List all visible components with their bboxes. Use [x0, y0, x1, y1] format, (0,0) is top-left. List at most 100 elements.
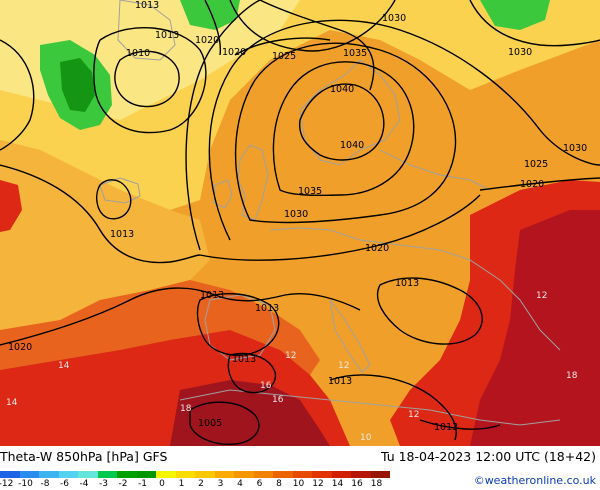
map-footer: Theta-W 850hPa [hPa] GFS Tu 18-04-2023 1…	[0, 446, 600, 490]
isobar-label: 1030	[382, 13, 406, 24]
zone-orange-west	[0, 140, 210, 330]
colorbar-swatch	[351, 471, 371, 478]
isobar-label: 1020	[195, 35, 219, 46]
isobar-label: 1010	[126, 48, 150, 59]
isobar-label: 1020	[520, 179, 544, 190]
colorbar-label: -4	[79, 479, 89, 489]
isobar-label: 1030	[284, 209, 308, 220]
isobar-label: 1035	[343, 48, 367, 59]
coast-iceland	[99, 177, 141, 204]
isobar-1035-north	[259, 0, 375, 91]
colorbar-swatch	[58, 471, 78, 478]
isobar-1025-east	[208, 19, 600, 241]
colorbar-swatch	[175, 471, 195, 478]
colorbar-swatch	[273, 471, 293, 478]
isobar-label: 1025	[524, 159, 548, 170]
isobar-1013-south	[196, 292, 280, 356]
zone-darkgreen-northwest	[60, 58, 95, 112]
colorbar-label: -2	[118, 479, 128, 489]
credit-link[interactable]: ©weatheronline.co.uk	[473, 474, 596, 487]
isobar-label: 1030	[563, 143, 587, 154]
colorbar-label: 3	[217, 479, 224, 489]
zone-green-northeast	[480, 0, 550, 30]
isobar-label: 1013	[155, 30, 179, 41]
colorbar-label: -12	[0, 479, 14, 489]
coast-baltic	[379, 149, 491, 191]
isobar-1030-ne	[469, 0, 600, 47]
colorbar-label: -1	[138, 479, 147, 489]
temperature-label: 14	[6, 398, 18, 408]
coast-britain	[237, 144, 269, 221]
isobar-label: 1040	[330, 84, 354, 95]
isobar-label: 1025	[272, 51, 296, 62]
isobar-1035-center	[272, 61, 415, 197]
colorbar-label: 0	[159, 479, 165, 489]
colorbar-swatch	[292, 471, 312, 478]
isobar-label: 1013	[395, 278, 419, 289]
isobar-1010-nw	[114, 50, 180, 108]
colorbar-label: 1	[178, 479, 185, 489]
isobar-1013-nw	[0, 39, 35, 151]
isobar-label: 1013	[110, 229, 134, 240]
zone-red-west-edge	[0, 180, 22, 232]
colorbar-label: -8	[40, 479, 50, 489]
isobar-label: 1020	[222, 47, 246, 58]
isobar-label: 1013	[232, 354, 256, 365]
colorbar-swatch	[234, 471, 254, 478]
temperature-label: 12	[408, 410, 419, 420]
isobar-label: 1035	[298, 186, 322, 197]
weather-map: 1013 1013 1010 1020 1020 1025 1035 1030 …	[0, 0, 600, 446]
colorbar-label: 12	[312, 479, 324, 489]
temperature-labels: 14 14 12 12 16 16 18 12 18 10 12	[6, 291, 578, 443]
coastlines	[99, 0, 561, 426]
isobar-1025-north	[229, 0, 396, 52]
temperature-label: 16	[260, 381, 272, 391]
colorbar-label: 6	[256, 479, 263, 489]
zone-darkred-east	[470, 210, 600, 446]
temperature-label: 12	[536, 291, 547, 301]
isobar-label: 1020	[8, 342, 32, 353]
isobar-1013-central	[96, 179, 132, 220]
isobar-1013-southeast	[329, 374, 501, 441]
isobar-label: 1020	[365, 243, 389, 254]
isobar-label: 1013	[200, 290, 224, 301]
colorbar-label: 4	[237, 479, 243, 489]
colorbar	[0, 471, 390, 478]
isobar-1020-east	[185, 0, 600, 251]
colorbar-swatch	[331, 471, 351, 478]
valid-time: Tu 18-04-2023 12:00 UTC (18+42)	[380, 449, 596, 464]
colorbar-swatch	[312, 471, 332, 478]
colorbar-label: 10	[292, 479, 305, 489]
isobar-label: 1013	[135, 0, 159, 11]
colorbar-labels: -12 -10 -8 -6 -4 -3 -2 -1 0 1 2 3 4 6 8 10 12 14 16 18	[0, 479, 390, 490]
isobar-label: 1030	[508, 47, 532, 58]
colorbar-label: -6	[60, 479, 69, 489]
colorbar-label: -3	[99, 479, 108, 489]
isobar-1013-nw-top	[93, 27, 207, 134]
colorbar-swatch	[19, 471, 39, 478]
temperature-label: 18	[566, 371, 578, 381]
colorbar-label: 14	[331, 479, 344, 489]
isobar-1030-center	[234, 42, 457, 224]
colorbar-label: 18	[370, 479, 383, 489]
colorbar-swatch	[117, 471, 137, 478]
colorbar-swatch	[156, 471, 176, 478]
isobar-1013-west	[0, 164, 201, 264]
colorbar-label: 2	[198, 479, 204, 489]
isobars	[0, 0, 600, 445]
coast-ireland	[213, 179, 233, 209]
isobar-label: 1005	[198, 418, 222, 429]
colorbar-swatch	[195, 471, 215, 478]
coast-europe	[269, 227, 561, 351]
colorbar-swatch	[39, 471, 59, 478]
isobar-1040-center	[298, 83, 385, 161]
isobar-label: 1040	[340, 140, 364, 151]
colorbar-swatch	[97, 471, 117, 478]
colorbar-swatch	[253, 471, 273, 478]
colorbar-swatch	[214, 471, 234, 478]
temperature-label: 16	[272, 395, 284, 405]
isobar-label: 1013	[434, 422, 458, 433]
colorbar-swatch	[370, 471, 390, 478]
temperature-label: 14	[58, 361, 70, 371]
isobar-label: 1013	[255, 303, 279, 314]
